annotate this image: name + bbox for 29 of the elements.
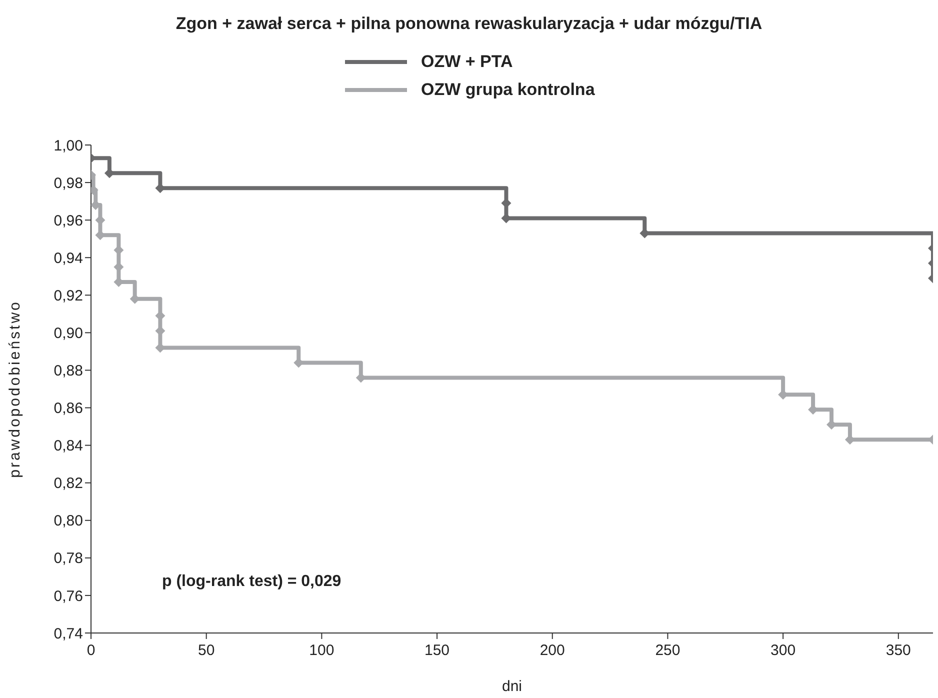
y-tick-label: 0,76 [54, 588, 83, 605]
y-tick-label: 1,00 [54, 137, 83, 154]
x-axis-title: dni [502, 678, 522, 695]
point [114, 262, 124, 272]
x-tick-label: 350 [886, 642, 911, 659]
y-tick-label: 0,80 [54, 512, 83, 530]
legend-label: OZW + PTA [421, 52, 513, 72]
x-tick-label: 150 [424, 642, 450, 659]
x-tick-label: 0 [86, 642, 96, 659]
y-tick-label: 0,78 [54, 550, 83, 568]
y-tick-label: 0,86 [54, 400, 83, 418]
annotation: p (log-rank test) = 0,029 [162, 573, 342, 591]
y-tick-label: 0,82 [54, 475, 83, 492]
y-tick-label: 0,94 [54, 250, 83, 267]
x-tick-label: 50 [198, 642, 215, 659]
legend-label: OZW grupa kontrolna [421, 80, 595, 100]
y-tick-label: 0,74 [54, 625, 83, 642]
chart-title: Zgon + zawał serca + pilna ponowna rewaskularyzacja + udar mózgu/TIA [174, 14, 764, 34]
x-tick-label: 200 [540, 642, 565, 659]
x-tick-label: 300 [770, 642, 796, 659]
y-tick-label: 0,98 [54, 174, 83, 192]
y-tick-label: 0,92 [54, 287, 83, 304]
y-tick-label: 0,90 [54, 325, 83, 342]
y-tick-label: 0,96 [54, 212, 83, 230]
y-tick-label: 0,84 [54, 438, 83, 455]
y-tick-label: 0,88 [54, 362, 83, 380]
x-tick-label: 100 [309, 642, 334, 659]
x-tick-label: 250 [655, 642, 680, 659]
y-axis-title: prawdopodobieństwo [6, 300, 24, 478]
